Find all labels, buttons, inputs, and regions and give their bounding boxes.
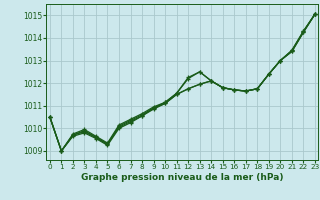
X-axis label: Graphe pression niveau de la mer (hPa): Graphe pression niveau de la mer (hPa): [81, 173, 284, 182]
